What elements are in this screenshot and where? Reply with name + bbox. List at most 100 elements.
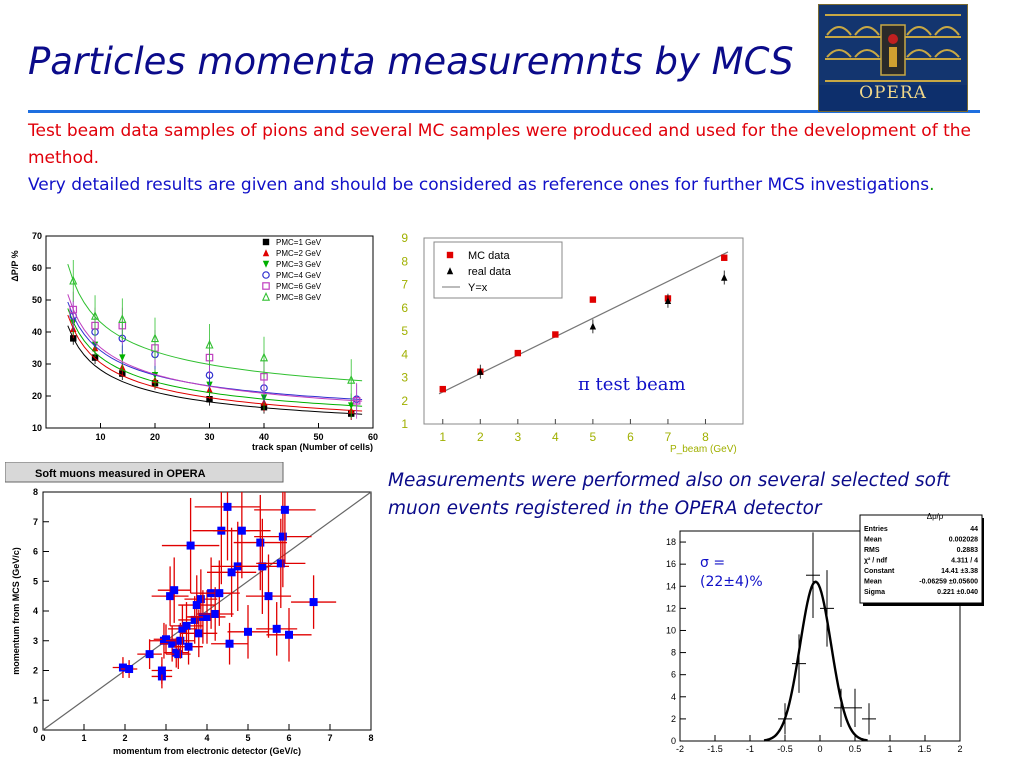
stats-value: 0.221 ±0.040 bbox=[937, 589, 978, 596]
legend-entry: PMC=6 GeV bbox=[276, 282, 322, 291]
fit-curve bbox=[67, 325, 363, 415]
data-point bbox=[237, 526, 246, 535]
x-tick-label: 1 bbox=[887, 744, 892, 754]
data-point bbox=[170, 586, 179, 595]
soft-muon-series bbox=[112, 492, 337, 689]
data-point bbox=[477, 367, 484, 375]
data-point bbox=[190, 615, 199, 624]
data-point bbox=[589, 296, 597, 303]
stats-box: Δp/p Entries 44 Mean 0.002028 RMS 0.2883 χ² / n… bbox=[859, 512, 984, 606]
legend-marker bbox=[261, 291, 271, 301]
stats-label: Entries bbox=[864, 526, 888, 533]
data-point bbox=[150, 333, 160, 343]
data-point bbox=[264, 592, 273, 601]
x-axis-label: track span (Number of cells) bbox=[252, 442, 373, 452]
y-tick-label: 1 bbox=[401, 417, 408, 431]
data-point bbox=[309, 598, 318, 607]
stats-label: Sigma bbox=[864, 589, 885, 596]
legend: PMC=1 GeV PMC=2 GeV PMC=3 GeV PMC=4 GeV PMC=… bbox=[261, 238, 322, 302]
series-6 bbox=[67, 260, 363, 401]
legend-box bbox=[433, 241, 563, 299]
data-point bbox=[184, 642, 193, 651]
fit-curve bbox=[67, 314, 363, 412]
y-axis-label: ΔP/P % bbox=[10, 250, 20, 281]
stats-value: 0.002028 bbox=[949, 537, 978, 544]
stats-box-title: Δp/p bbox=[927, 512, 944, 521]
data-point bbox=[69, 305, 78, 314]
y-tick-label: 0 bbox=[33, 725, 38, 735]
momentum-linearity-chart: 1 2 3 4 5 6 7 8 1 2 3 4 5 6 7 8 9 P_beam (GeV) MC data real… bbox=[401, 231, 744, 455]
data-point bbox=[589, 322, 597, 330]
y-tick-label: 9 bbox=[401, 231, 408, 245]
histogram-points bbox=[778, 532, 876, 735]
y-tick-label: 4 bbox=[401, 347, 408, 361]
data-point bbox=[721, 254, 728, 261]
data-point bbox=[206, 396, 213, 403]
legend-entry: Y=x bbox=[468, 282, 488, 294]
data-point bbox=[186, 541, 195, 550]
stats-value: 44 bbox=[970, 526, 978, 533]
gaussian-fit-curve bbox=[763, 580, 868, 742]
x-tick-label: 2 bbox=[957, 744, 962, 754]
x-tick-label: 5 bbox=[245, 733, 250, 743]
data-point bbox=[272, 624, 281, 633]
data-point bbox=[352, 397, 361, 405]
x-tick-label: 0 bbox=[817, 744, 822, 754]
x-tick-label: 0.5 bbox=[849, 744, 862, 754]
x-tick-label: 3 bbox=[514, 430, 521, 444]
data-point bbox=[439, 385, 446, 393]
logo-text: OPERA bbox=[859, 83, 927, 103]
chart-title: Soft muons measured in OPERA bbox=[35, 468, 206, 480]
data-point bbox=[205, 339, 214, 349]
y-tick-label: 7 bbox=[33, 517, 38, 527]
data-point bbox=[244, 627, 252, 636]
intro-paragraph-blue: Very detailed results are given and shou… bbox=[28, 172, 988, 199]
data-point bbox=[721, 273, 728, 281]
data-point bbox=[125, 665, 134, 674]
x-tick-label: 4 bbox=[552, 430, 559, 444]
legend-marker bbox=[446, 251, 454, 259]
stats-value: 4.311 / 4 bbox=[951, 558, 978, 565]
data-point bbox=[119, 354, 126, 362]
y-tick-label: 12 bbox=[666, 603, 676, 613]
legend-entry: PMC=3 GeV bbox=[276, 260, 322, 269]
data-point bbox=[348, 402, 355, 410]
stats-label: χ² / ndf bbox=[864, 558, 888, 565]
y-tick-label: 6 bbox=[33, 547, 38, 557]
legend-entry: PMC=4 GeV bbox=[276, 271, 322, 280]
y-tick-label: 3 bbox=[401, 371, 408, 385]
legend-marker bbox=[262, 271, 270, 279]
data-point bbox=[157, 666, 166, 675]
soft-muons-scatter-chart: Soft muons measured in OPERA 0 1 2 3 4 5 6 7 8 0 1 2… bbox=[5, 462, 374, 756]
x-tick-label: -1.5 bbox=[707, 744, 723, 754]
y-tick-label: 0 bbox=[671, 736, 676, 746]
y-tick-label: 16 bbox=[666, 559, 676, 569]
resolution-vs-track-span-chart: 10 20 30 40 50 60 10 20 30 40 50 60 70 track span (Nu… bbox=[10, 231, 378, 452]
y-tick-label: 8 bbox=[401, 254, 408, 268]
y-tick-label: 20 bbox=[32, 391, 42, 401]
sigma-line-2: (22±4)% bbox=[700, 574, 763, 590]
stats-value: 0.2883 bbox=[957, 547, 979, 554]
data-point bbox=[552, 331, 559, 338]
y-tick-label: 30 bbox=[32, 359, 42, 369]
y-tick-label: 70 bbox=[32, 231, 42, 241]
x-tick-label: -1 bbox=[746, 744, 754, 754]
y-tick-label: 7 bbox=[401, 278, 408, 292]
x-tick-label: 6 bbox=[286, 733, 291, 743]
data-point bbox=[223, 502, 232, 511]
fit-curve bbox=[67, 263, 363, 382]
stats-value: 14.41 ±3.38 bbox=[941, 568, 978, 575]
x-tick-label: 8 bbox=[368, 733, 373, 743]
y-tick-label: 4 bbox=[33, 606, 38, 616]
data-point bbox=[285, 630, 293, 639]
title-divider bbox=[28, 110, 980, 113]
data-point bbox=[192, 601, 201, 610]
data-point bbox=[166, 592, 175, 601]
blue-text: Very detailed results are given and shou… bbox=[28, 175, 930, 195]
x-tick-label: 4 bbox=[204, 733, 209, 743]
x-tick-label: 60 bbox=[368, 432, 378, 442]
x-tick-label: 2 bbox=[477, 430, 484, 444]
data-point bbox=[278, 532, 287, 541]
data-point bbox=[514, 349, 522, 357]
data-point bbox=[91, 354, 99, 361]
